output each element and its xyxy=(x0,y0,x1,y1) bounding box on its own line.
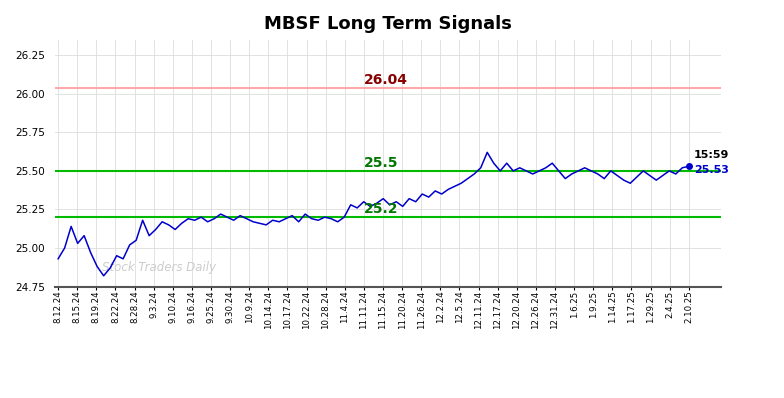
Text: 25.5: 25.5 xyxy=(364,156,398,170)
Text: 25.2: 25.2 xyxy=(364,202,398,216)
Text: Stock Traders Daily: Stock Traders Daily xyxy=(102,261,216,273)
Text: 26.04: 26.04 xyxy=(364,73,408,87)
Text: 15:59: 15:59 xyxy=(694,150,729,160)
Title: MBSF Long Term Signals: MBSF Long Term Signals xyxy=(264,15,512,33)
Text: 25.53: 25.53 xyxy=(694,165,729,175)
